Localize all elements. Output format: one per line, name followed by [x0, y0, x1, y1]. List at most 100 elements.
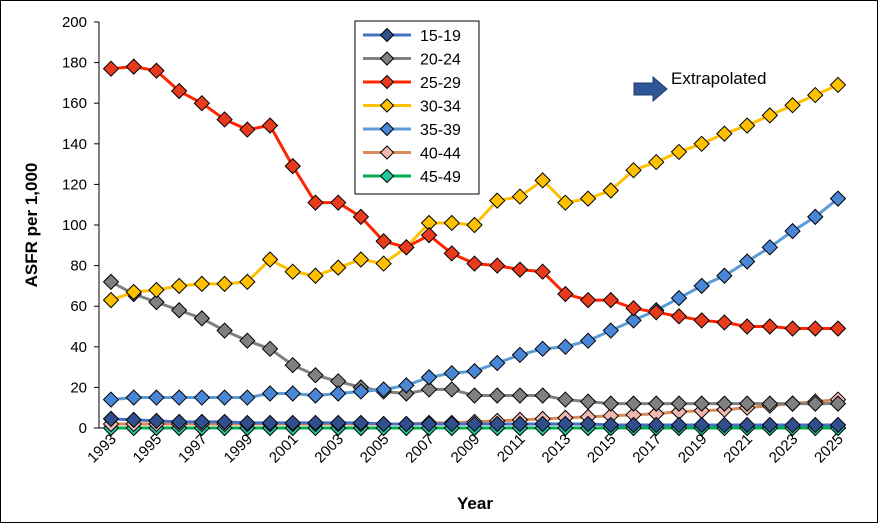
x-tick-label: 2005: [357, 431, 393, 467]
data-point: [557, 338, 574, 356]
series-15-19: [102, 410, 847, 434]
data-point: [670, 416, 688, 434]
data-point: [352, 414, 370, 432]
data-point: [648, 153, 665, 171]
data-point: [102, 410, 120, 428]
data-point: [352, 208, 370, 226]
legend-label: 40-44: [420, 146, 461, 163]
data-point: [784, 395, 801, 412]
data-point: [693, 416, 710, 434]
data-point: [239, 389, 256, 406]
data-point: [375, 233, 392, 250]
data-point: [557, 285, 574, 303]
y-tick-label: 160: [62, 95, 87, 112]
data-point: [489, 192, 506, 209]
data-point: [625, 312, 642, 329]
y-tick-label: 20: [70, 379, 87, 396]
data-point: [216, 413, 233, 431]
x-tick-label: 1995: [130, 431, 166, 467]
x-tick-label: 2017: [629, 431, 665, 467]
data-point: [602, 182, 620, 199]
data-point: [307, 267, 324, 284]
data-point: [648, 304, 665, 321]
data-point: [148, 62, 165, 79]
data-point: [648, 416, 665, 434]
data-point: [284, 414, 301, 432]
data-point: [148, 389, 165, 406]
legend-label: 35-39: [420, 122, 461, 139]
data-point: [829, 416, 847, 434]
data-point: [239, 121, 256, 138]
x-tick-label: 2003: [311, 431, 347, 467]
legend-item: 30-34: [363, 98, 461, 116]
data-point: [329, 385, 347, 402]
data-point: [579, 393, 597, 410]
data-point: [602, 395, 620, 412]
x-tick-label: 1993: [84, 431, 120, 467]
data-point: [807, 395, 824, 412]
data-point: [329, 194, 347, 211]
legend-swatch-marker: [379, 121, 395, 137]
legend-label: 15-19: [420, 28, 461, 45]
y-tick-label: 100: [62, 217, 87, 234]
data-point: [443, 245, 460, 262]
data-point: [579, 190, 597, 207]
data-point: [443, 381, 460, 398]
annotation-text: Extrapolated: [671, 69, 766, 88]
data-point: [829, 76, 847, 94]
data-point: [670, 289, 688, 307]
data-point: [466, 255, 483, 272]
data-point: [534, 263, 551, 280]
data-point: [193, 389, 211, 406]
data-point: [239, 414, 256, 432]
data-point: [784, 320, 801, 337]
data-point: [375, 381, 392, 398]
data-point: [148, 293, 165, 311]
data-point: [738, 395, 756, 412]
data-point: [148, 412, 165, 430]
data-point: [807, 208, 824, 226]
legend-swatch-marker: [379, 51, 395, 66]
legend-label: 20-24: [420, 52, 461, 69]
x-axis-title: Year: [457, 494, 493, 513]
x-tick-label: 1999: [221, 431, 257, 467]
data-point: [716, 395, 733, 412]
data-point: [398, 239, 415, 256]
data-point: [329, 259, 347, 276]
data-point: [511, 188, 529, 205]
data-point: [125, 389, 142, 406]
data-point: [579, 332, 597, 349]
data-point: [738, 318, 756, 335]
data-point: [557, 391, 574, 408]
legend: 15-19 20-24 25-29 30-34 35-39 40-44 45-49: [354, 20, 480, 195]
data-point: [579, 291, 597, 309]
data-point: [534, 387, 551, 404]
data-point: [261, 117, 279, 134]
data-point: [329, 414, 347, 432]
y-tick-label: 140: [62, 136, 87, 153]
data-point: [534, 340, 551, 358]
data-point: [602, 291, 620, 309]
y-axis-title: ASFR per 1,000: [22, 163, 41, 288]
data-point: [307, 194, 324, 211]
data-point: [693, 312, 710, 329]
data-point: [670, 308, 688, 325]
data-point: [489, 257, 506, 274]
x-tick-label: 2013: [539, 431, 575, 467]
data-point: [738, 416, 756, 434]
y-tick-label: 40: [70, 339, 87, 356]
x-tick-label: 1997: [175, 431, 211, 467]
data-point: [829, 395, 847, 412]
data-point: [398, 377, 415, 394]
data-point: [466, 362, 483, 380]
legend-swatch-marker: [379, 74, 395, 90]
data-point: [375, 255, 392, 272]
data-point: [170, 389, 188, 406]
data-point: [284, 356, 301, 374]
data-point: [261, 414, 279, 432]
legend-item: 45-49: [363, 168, 461, 186]
data-point: [738, 117, 756, 134]
data-point: [148, 281, 165, 299]
series-line: [110, 280, 838, 406]
data-point: [784, 222, 801, 240]
